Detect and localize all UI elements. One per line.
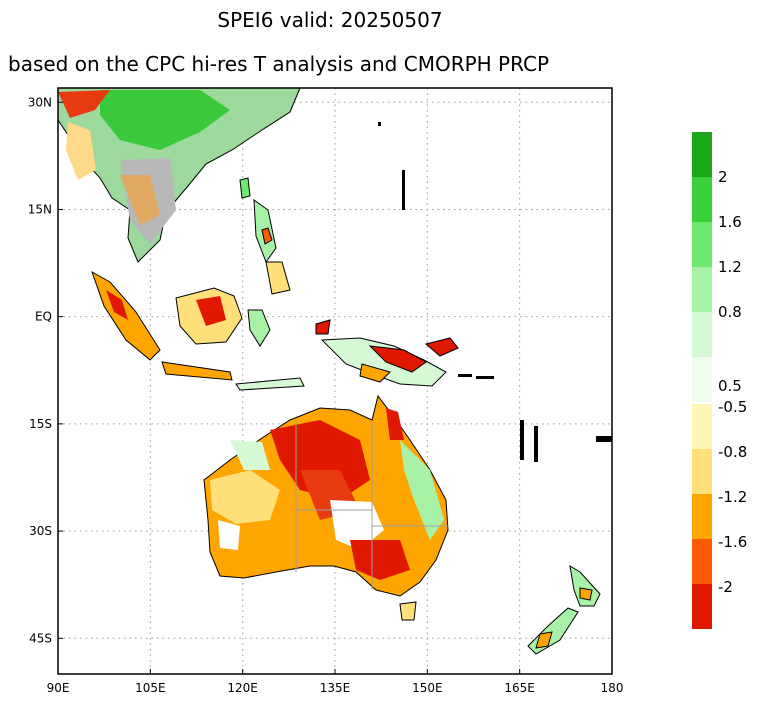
map-subtitle: based on the CPC hi-res T analysis and C… bbox=[8, 52, 550, 76]
x-tick-label: 120E bbox=[227, 681, 258, 695]
colorbar-label: -1.2 bbox=[718, 488, 747, 506]
colorbar-dry: -0.5 -0.8 -1.2 -1.6 -2 bbox=[692, 398, 747, 629]
colorbar-label: 0.5 bbox=[718, 377, 742, 395]
colorbar-label: 2 bbox=[718, 168, 728, 186]
colorbar-label: 0.8 bbox=[718, 303, 742, 321]
land-new-zealand bbox=[527, 565, 601, 655]
colorbar-swatch bbox=[692, 584, 712, 629]
y-axis-ticks: 30N 15N EQ 15S 30S 45S bbox=[28, 95, 63, 645]
colorbar-label: -1.6 bbox=[718, 533, 747, 551]
x-tick-label: 135E bbox=[320, 681, 351, 695]
land-lesser-sunda bbox=[235, 377, 305, 391]
y-tick-label: 45S bbox=[29, 631, 52, 645]
land-new-guinea bbox=[315, 319, 459, 387]
colorbar-label: -0.8 bbox=[718, 443, 747, 461]
colorbar-swatch bbox=[692, 449, 712, 494]
colorbar-swatch bbox=[692, 494, 712, 539]
land-java bbox=[161, 361, 233, 381]
land-sulawesi bbox=[247, 309, 271, 347]
land-taiwan bbox=[239, 177, 251, 199]
colorbar-label: 1.6 bbox=[718, 213, 742, 231]
colorbar-label: 1.2 bbox=[718, 258, 742, 276]
land-tasmania bbox=[399, 601, 417, 621]
colorbar-swatch bbox=[692, 222, 712, 267]
y-tick-label: 30S bbox=[29, 524, 52, 538]
x-tick-label: 105E bbox=[135, 681, 166, 695]
colorbar-swatch bbox=[692, 404, 712, 449]
x-tick-label: 90E bbox=[47, 681, 70, 695]
land-asia bbox=[57, 87, 301, 263]
y-tick-label: 15S bbox=[29, 417, 52, 431]
x-axis-ticks: 90E 105E 120E 135E 150E 165E 180 bbox=[47, 669, 624, 695]
y-tick-label: EQ bbox=[35, 310, 52, 324]
x-tick-label: 180 bbox=[601, 681, 624, 695]
colorbar-wet: 2 1.6 1.2 0.8 0.5 bbox=[692, 132, 742, 402]
colorbar-swatch bbox=[692, 177, 712, 222]
x-tick-label: 150E bbox=[412, 681, 443, 695]
colorbar-swatch bbox=[692, 267, 712, 312]
colorbar-swatch bbox=[692, 357, 712, 402]
colorbar-label: -2 bbox=[718, 578, 733, 596]
colorbar-swatch bbox=[692, 539, 712, 584]
y-tick-label: 30N bbox=[28, 95, 52, 109]
land-australia bbox=[203, 394, 449, 597]
pacific-islands bbox=[378, 122, 612, 462]
colorbar-swatch bbox=[692, 132, 712, 177]
colorbar-swatch bbox=[692, 312, 712, 357]
land-philippines bbox=[253, 198, 291, 295]
colorbar-label: -0.5 bbox=[718, 398, 747, 416]
x-tick-label: 165E bbox=[504, 681, 535, 695]
map-title: SPEI6 valid: 20250507 bbox=[217, 8, 443, 32]
y-tick-label: 15N bbox=[28, 202, 52, 216]
